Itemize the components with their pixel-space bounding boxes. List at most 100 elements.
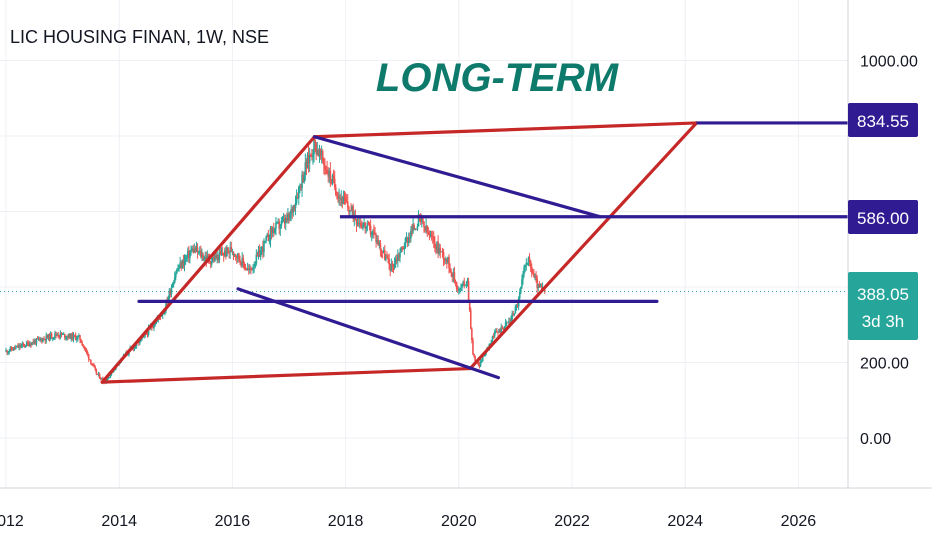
candle-body: [520, 287, 522, 293]
candle-body: [306, 154, 309, 168]
candle-body: [412, 225, 414, 232]
candle-body: [325, 169, 327, 171]
candle-body: [370, 234, 373, 236]
candle-body: [341, 198, 344, 204]
candle-body: [63, 333, 66, 338]
candle-body: [346, 201, 349, 208]
candle-body: [82, 345, 85, 347]
candle-body: [468, 300, 471, 311]
candle-body: [363, 222, 365, 225]
candle-body: [342, 196, 345, 204]
candle-body: [96, 373, 99, 375]
candle-body: [257, 250, 260, 255]
candle-body: [511, 313, 513, 320]
trendline-red-3: [468, 121, 699, 371]
candle-body: [404, 238, 407, 248]
current-price-tag-bg: [848, 272, 918, 340]
price-axis[interactable]: 1000.00 200.00 0.00: [860, 54, 918, 449]
candle-body: [356, 223, 359, 225]
candle-body: [8, 350, 11, 352]
candle-body: [535, 276, 537, 279]
candle-body: [194, 248, 197, 252]
candle-body: [52, 337, 54, 339]
candle-body: [314, 139, 316, 143]
candle-body: [478, 364, 481, 367]
candle-body: [250, 268, 252, 270]
candle-body: [393, 262, 396, 268]
candle-body: [539, 286, 542, 288]
candle-body: [278, 221, 281, 229]
candle-body: [146, 333, 149, 335]
candle-body: [229, 247, 232, 253]
candle-body: [323, 161, 325, 165]
candle-body: [12, 347, 15, 351]
candle-body: [497, 331, 499, 333]
candle-body: [540, 286, 543, 288]
candle-body: [518, 292, 521, 299]
candle-body: [501, 326, 504, 329]
candle-body: [302, 174, 304, 182]
candle-body: [444, 259, 447, 261]
candle-body: [350, 210, 352, 212]
candle-body: [439, 247, 442, 253]
candle-body: [411, 230, 413, 232]
candle-body: [269, 227, 272, 241]
candle-body: [372, 231, 374, 235]
candle-body: [24, 346, 27, 348]
candle-body: [57, 334, 60, 337]
candle-body: [21, 343, 24, 346]
candle-body: [72, 334, 75, 339]
candle-body: [139, 339, 141, 344]
candle-body: [467, 281, 470, 301]
candle-body: [238, 253, 240, 260]
candle-body: [170, 287, 173, 295]
candle-body: [10, 347, 13, 350]
candle-body: [529, 260, 532, 267]
candle-body: [242, 257, 245, 264]
candle-body: [380, 250, 383, 252]
candle-body: [54, 333, 56, 338]
candle-body: [30, 343, 32, 346]
time-axis[interactable]: 2012 2014 2016 2018 2020 2022 2024 2026: [0, 513, 816, 530]
candle-body: [422, 218, 424, 222]
candle-body: [481, 355, 484, 362]
candle-body: [526, 262, 529, 264]
candle-body: [505, 322, 508, 324]
candle-body: [490, 339, 493, 344]
candle-body: [178, 267, 180, 269]
y-tick-label: 200.00: [860, 356, 909, 373]
candle-body: [364, 222, 366, 229]
candle-body: [453, 272, 456, 282]
y-tick-label: 1000.00: [860, 54, 918, 71]
candle-body: [176, 269, 178, 274]
candle-body: [18, 345, 20, 348]
candle-body: [223, 250, 226, 256]
candle-body: [29, 343, 31, 347]
candle-body: [293, 205, 296, 209]
candle-body: [264, 240, 266, 242]
candle-body: [44, 339, 46, 341]
candle-body: [13, 347, 16, 349]
candle-body: [262, 246, 264, 253]
candle-body: [89, 359, 91, 361]
candle-body: [424, 227, 426, 231]
candle-body: [319, 149, 322, 156]
candle-body: [247, 268, 250, 270]
candle-body: [409, 237, 411, 239]
candle-body: [492, 336, 495, 338]
candle-body: [237, 253, 239, 258]
candle-body: [259, 250, 262, 257]
candle-body: [234, 254, 237, 257]
candle-body: [226, 247, 228, 257]
candle-body: [491, 336, 494, 340]
candle-body: [441, 251, 444, 253]
candle-body: [205, 257, 208, 261]
candle-body: [331, 175, 334, 184]
level-834-tag: 834.55: [857, 112, 909, 131]
candle-body: [377, 240, 380, 246]
candle-body: [219, 251, 222, 254]
candle-body: [34, 340, 37, 344]
candle-body: [207, 255, 210, 258]
candle-body: [79, 335, 81, 340]
